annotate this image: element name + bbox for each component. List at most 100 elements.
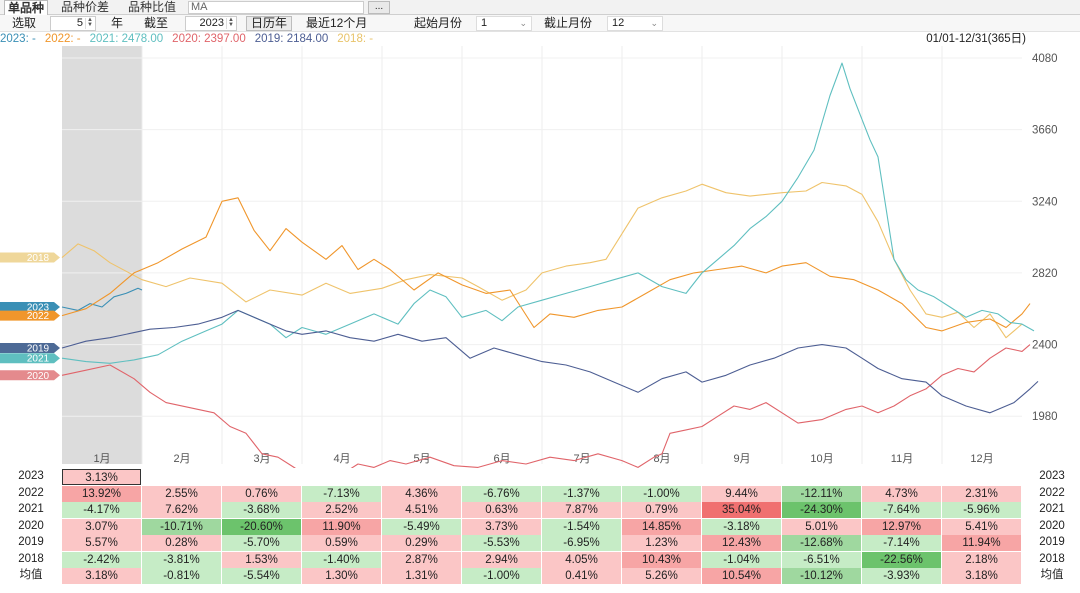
table-cell[interactable]: -7.64% bbox=[862, 502, 941, 518]
calendar-year-button[interactable]: 日历年 bbox=[246, 16, 293, 31]
table-cell[interactable]: 2.18% bbox=[942, 551, 1021, 568]
tab-single-variety[interactable]: 单品种 bbox=[4, 0, 49, 15]
table-cell[interactable]: 0.59% bbox=[302, 535, 381, 551]
table-cell[interactable]: -5.70% bbox=[222, 535, 301, 551]
table-cell[interactable]: -4.17% bbox=[62, 502, 141, 518]
table-cell[interactable]: -7.14% bbox=[862, 535, 941, 551]
table-cell[interactable]: -1.37% bbox=[542, 485, 621, 502]
legend-item-1[interactable]: 2022: - bbox=[44, 33, 81, 45]
table-cell[interactable]: 11.94% bbox=[942, 535, 1021, 551]
table-cell[interactable]: -5.96% bbox=[942, 502, 1021, 518]
table-cell[interactable]: -24.30% bbox=[782, 502, 861, 518]
table-cell[interactable]: 11.90% bbox=[302, 518, 381, 535]
table-cell[interactable] bbox=[542, 469, 621, 485]
last-12-months-button[interactable]: 最近12个月 bbox=[306, 16, 368, 30]
table-cell[interactable]: 3.13% bbox=[62, 469, 141, 485]
until-year-stepper[interactable]: 2023 ▲ ▼ bbox=[185, 16, 237, 31]
table-cell[interactable]: 4.73% bbox=[862, 485, 941, 502]
tab-variety-spread[interactable]: 品种价差 bbox=[61, 0, 110, 14]
table-cell[interactable]: -22.56% bbox=[862, 551, 941, 568]
table-cell[interactable]: 5.57% bbox=[62, 535, 141, 551]
table-cell[interactable]: 12.97% bbox=[862, 518, 941, 535]
table-cell[interactable]: 3.18% bbox=[62, 568, 141, 584]
legend-item-4[interactable]: 2019: 2184.00 bbox=[254, 33, 329, 45]
table-cell[interactable] bbox=[462, 469, 541, 485]
table-cell[interactable]: -1.54% bbox=[542, 518, 621, 535]
table-cell[interactable] bbox=[142, 469, 221, 485]
legend-item-3[interactable]: 2020: 2397.00 bbox=[172, 33, 246, 45]
table-cell[interactable]: 14.85% bbox=[622, 518, 701, 535]
table-cell[interactable]: 0.29% bbox=[382, 535, 461, 551]
table-cell[interactable] bbox=[862, 469, 941, 485]
years-stepper[interactable]: 5 ▲ ▼ bbox=[50, 16, 96, 31]
legend-item-5[interactable]: 2018: - bbox=[337, 33, 374, 45]
table-cell[interactable]: 4.51% bbox=[382, 502, 461, 518]
table-cell[interactable]: -6.95% bbox=[542, 535, 621, 551]
ellipsis-button[interactable]: ... bbox=[368, 1, 390, 14]
table-cell[interactable] bbox=[622, 469, 701, 485]
table-cell[interactable]: -2.42% bbox=[62, 551, 141, 568]
table-cell[interactable]: 9.44% bbox=[702, 485, 781, 502]
table-cell[interactable]: -1.00% bbox=[622, 485, 701, 502]
end-month-select[interactable]: 12 ⌄ bbox=[607, 16, 663, 31]
legend-item-2[interactable]: 2021: 2478.00 bbox=[89, 33, 164, 45]
table-cell[interactable] bbox=[702, 469, 781, 485]
table-cell[interactable]: 2.31% bbox=[942, 485, 1021, 502]
table-cell[interactable] bbox=[382, 469, 461, 485]
table-cell[interactable]: 0.28% bbox=[142, 535, 221, 551]
table-cell[interactable]: -1.04% bbox=[702, 551, 781, 568]
table-cell[interactable]: -0.81% bbox=[142, 568, 221, 584]
table-cell[interactable]: 5.41% bbox=[942, 518, 1021, 535]
table-cell[interactable]: 0.63% bbox=[462, 502, 541, 518]
table-cell[interactable]: -20.60% bbox=[222, 518, 301, 535]
table-cell[interactable]: -12.11% bbox=[782, 485, 861, 502]
table-cell[interactable]: -7.13% bbox=[302, 485, 381, 502]
table-cell[interactable]: 10.54% bbox=[702, 568, 781, 584]
table-cell[interactable]: 3.73% bbox=[462, 518, 541, 535]
ma-input[interactable]: MA bbox=[188, 1, 364, 14]
table-cell[interactable]: 2.52% bbox=[302, 502, 381, 518]
table-cell[interactable]: 5.26% bbox=[622, 568, 701, 584]
table-cell[interactable]: 0.76% bbox=[222, 485, 301, 502]
table-cell[interactable]: 2.94% bbox=[462, 551, 541, 568]
table-cell[interactable] bbox=[222, 469, 301, 485]
table-cell[interactable]: 1.31% bbox=[382, 568, 461, 584]
table-cell[interactable] bbox=[782, 469, 861, 485]
table-cell[interactable]: 7.87% bbox=[542, 502, 621, 518]
start-month-select[interactable]: 1 ⌄ bbox=[476, 16, 532, 31]
stepper-arrows-icon[interactable]: ▲ ▼ bbox=[226, 17, 235, 29]
table-cell[interactable]: 3.07% bbox=[62, 518, 141, 535]
table-cell[interactable]: 5.01% bbox=[782, 518, 861, 535]
table-cell[interactable]: -3.68% bbox=[222, 502, 301, 518]
table-cell[interactable]: 4.05% bbox=[542, 551, 621, 568]
table-cell[interactable]: -3.93% bbox=[862, 568, 941, 584]
table-cell[interactable]: 1.30% bbox=[302, 568, 381, 584]
table-cell[interactable]: 2.87% bbox=[382, 551, 461, 568]
table-cell[interactable]: -5.53% bbox=[462, 535, 541, 551]
table-cell[interactable]: -10.71% bbox=[142, 518, 221, 535]
table-cell[interactable]: 10.43% bbox=[622, 551, 701, 568]
table-cell[interactable]: 13.92% bbox=[62, 485, 141, 502]
table-cell[interactable]: 2.55% bbox=[142, 485, 221, 502]
table-cell[interactable]: -1.40% bbox=[302, 551, 381, 568]
table-cell[interactable]: -6.51% bbox=[782, 551, 861, 568]
stepper-arrows-icon[interactable]: ▲ ▼ bbox=[85, 17, 94, 29]
table-cell[interactable]: -1.00% bbox=[462, 568, 541, 584]
table-cell[interactable]: 7.62% bbox=[142, 502, 221, 518]
table-cell[interactable]: -3.81% bbox=[142, 551, 221, 568]
table-cell[interactable]: 4.36% bbox=[382, 485, 461, 502]
table-cell[interactable]: -5.49% bbox=[382, 518, 461, 535]
table-cell[interactable]: 0.41% bbox=[542, 568, 621, 584]
table-cell[interactable]: 1.23% bbox=[622, 535, 701, 551]
table-cell[interactable]: -5.54% bbox=[222, 568, 301, 584]
table-cell[interactable]: -12.68% bbox=[782, 535, 861, 551]
table-cell[interactable]: 35.04% bbox=[702, 502, 781, 518]
tab-variety-ratio[interactable]: 品种比值 bbox=[128, 0, 177, 14]
table-cell[interactable]: -6.76% bbox=[462, 485, 541, 502]
table-cell[interactable]: 12.43% bbox=[702, 535, 781, 551]
table-cell[interactable]: -3.18% bbox=[702, 518, 781, 535]
table-cell[interactable] bbox=[942, 469, 1021, 485]
table-cell[interactable]: 3.18% bbox=[942, 568, 1021, 584]
legend-item-0[interactable]: 2023: - bbox=[0, 33, 36, 45]
table-cell[interactable]: -10.12% bbox=[782, 568, 861, 584]
